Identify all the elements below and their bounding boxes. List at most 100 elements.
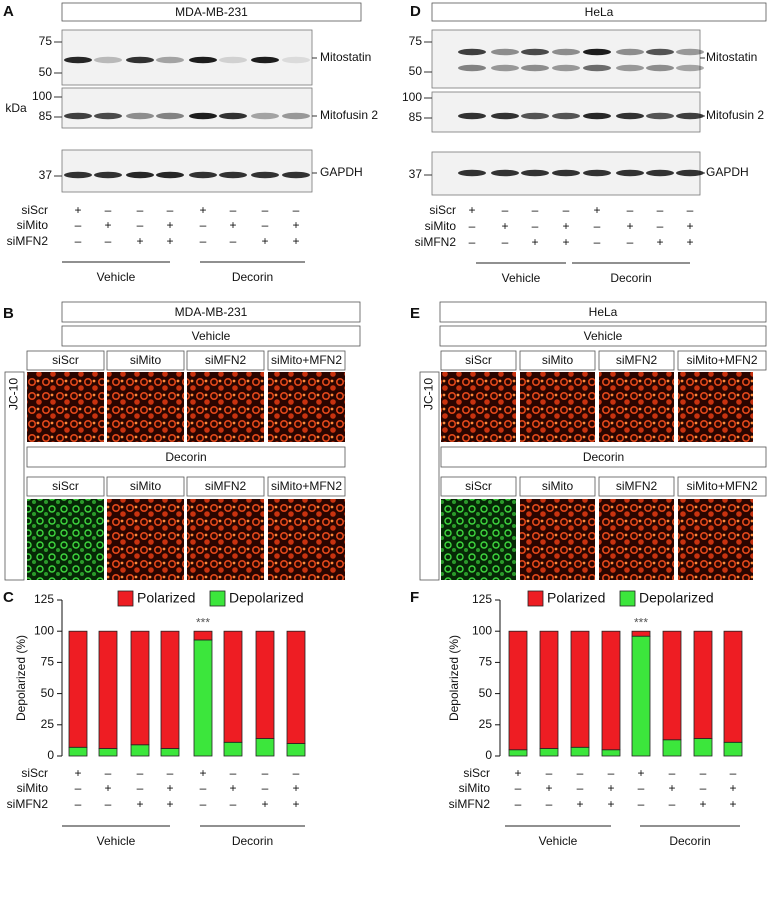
- blot-band: [458, 64, 486, 72]
- bar-segment: [631, 630, 651, 637]
- label-box: [61, 325, 361, 347]
- bar-segment: [662, 630, 682, 741]
- condition-sign: +: [166, 218, 173, 232]
- condition-sign: +: [729, 781, 736, 795]
- condition-sign: +: [729, 797, 736, 811]
- blot-title: HeLa: [585, 5, 614, 19]
- bar-segment: [693, 738, 713, 757]
- blot-band: [552, 64, 580, 72]
- bar-segment: [255, 630, 275, 739]
- blot-band: [156, 171, 184, 179]
- condition-sign: –: [293, 766, 300, 780]
- blot-band: [616, 112, 644, 120]
- condition-sign: –: [230, 797, 237, 811]
- bar-segment: [539, 630, 559, 749]
- group-label: Vehicle: [539, 834, 578, 848]
- y-tick-label: 75: [41, 655, 55, 669]
- image-title: MDA-MB-231: [175, 305, 248, 319]
- condition-sign: +: [74, 203, 81, 217]
- group-label: Decorin: [232, 270, 273, 284]
- bar-segment: [98, 630, 118, 749]
- panel-label: C: [3, 589, 14, 606]
- legend-label: Polarized: [547, 590, 605, 606]
- marker-label: 75: [409, 34, 423, 48]
- condition-sign: –: [137, 218, 144, 232]
- blot-band: [126, 112, 154, 120]
- legend-swatch: [527, 590, 544, 607]
- bar-segment: [570, 746, 590, 757]
- label-box: [431, 2, 767, 22]
- condition-sign: –: [700, 781, 707, 795]
- blot-band: [251, 112, 279, 120]
- bar-segment: [631, 635, 651, 757]
- marker-label: 50: [409, 64, 423, 78]
- condition-sign: –: [532, 219, 539, 233]
- blot-band: [583, 169, 611, 177]
- column-label: siScr: [465, 353, 492, 367]
- blot-band: [552, 169, 580, 177]
- group-label: Decorin: [583, 450, 624, 464]
- blot-band: [521, 169, 549, 177]
- bar-segment: [160, 630, 180, 749]
- y-label: JC-10: [7, 378, 21, 410]
- blot-band: [616, 169, 644, 177]
- condition-sign: –: [167, 203, 174, 217]
- condition-sign: –: [700, 766, 707, 780]
- kda-label: kDa: [5, 101, 27, 115]
- micrograph: [187, 372, 264, 442]
- legend-label: Depolarized: [639, 590, 714, 606]
- label-box: [186, 476, 265, 497]
- marker-label: 37: [39, 168, 53, 182]
- legend-label: Depolarized: [229, 590, 304, 606]
- blot-membrane: [61, 149, 313, 193]
- bar-segment: [223, 741, 243, 757]
- condition-sign: –: [75, 234, 82, 248]
- label-box: [440, 446, 767, 468]
- group-label: Vehicle: [97, 270, 136, 284]
- condition-sign: –: [594, 235, 601, 249]
- protein-label: Mitostatin: [706, 50, 757, 64]
- blot-membrane: [431, 29, 701, 89]
- column-label: siScr: [52, 479, 79, 493]
- protein-label: GAPDH: [320, 165, 363, 179]
- blot-band: [219, 112, 247, 120]
- condition-sign: –: [469, 219, 476, 233]
- condition-sign: –: [577, 766, 584, 780]
- label-box: [419, 371, 440, 581]
- label-box: [106, 476, 185, 497]
- condition-label: siScr: [463, 766, 490, 780]
- condition-label: siMito: [17, 218, 49, 232]
- group-label: Decorin: [610, 271, 651, 285]
- condition-sign: –: [200, 781, 207, 795]
- condition-sign: +: [229, 218, 236, 232]
- condition-sign: –: [638, 797, 645, 811]
- condition-sign: –: [200, 218, 207, 232]
- condition-sign: –: [515, 797, 522, 811]
- condition-sign: +: [166, 781, 173, 795]
- y-axis-title: Depolarized (%): [447, 635, 461, 721]
- micrograph: [441, 372, 516, 442]
- condition-sign: –: [75, 218, 82, 232]
- condition-sign: +: [656, 235, 663, 249]
- legend-swatch: [117, 590, 134, 607]
- image-title: HeLa: [589, 305, 618, 319]
- blot-band: [646, 64, 674, 72]
- group-label: Decorin: [165, 450, 206, 464]
- y-tick-label: 75: [479, 655, 493, 669]
- blot-band: [616, 64, 644, 72]
- blot-band: [491, 48, 519, 56]
- blot-band: [491, 112, 519, 120]
- label-box: [439, 301, 767, 323]
- column-label: siMFN2: [205, 479, 247, 493]
- group-label: Vehicle: [192, 329, 231, 343]
- condition-sign: +: [292, 234, 299, 248]
- panel-label: A: [3, 3, 14, 20]
- blot-band: [521, 48, 549, 56]
- condition-sign: +: [562, 219, 569, 233]
- blot-band: [491, 169, 519, 177]
- column-label: siMFN2: [616, 479, 658, 493]
- blot-band: [491, 64, 519, 72]
- y-tick-label: 25: [479, 717, 493, 731]
- column-label: siMito: [130, 353, 162, 367]
